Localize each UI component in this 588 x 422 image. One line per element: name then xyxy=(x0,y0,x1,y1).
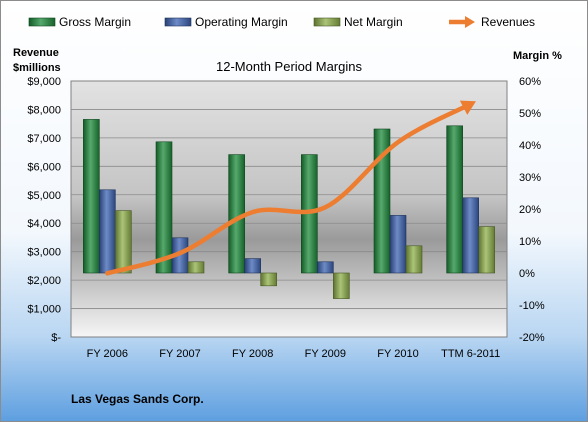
bar-gross-margin xyxy=(446,125,463,274)
revenue-arrowhead xyxy=(459,100,476,115)
right-axis-label: Margin % xyxy=(513,50,562,62)
bar-operating-margin xyxy=(99,189,116,274)
left-tick-label: $7,000 xyxy=(27,133,61,145)
left-tick-label: $4,000 xyxy=(27,218,61,230)
company-name: Las Vegas Sands Corp. xyxy=(71,392,204,406)
bar-net-margin xyxy=(115,210,132,274)
right-tick-label: 30% xyxy=(519,172,541,184)
x-tick-label: FY 2009 xyxy=(305,348,346,360)
bar-net-margin xyxy=(187,261,205,274)
x-tick-label: FY 2007 xyxy=(159,348,200,360)
left-tick-label: $5,000 xyxy=(27,190,61,202)
bar-gross-margin xyxy=(83,119,100,274)
bar-gross-margin xyxy=(155,141,173,274)
bar-operating-margin xyxy=(244,258,261,274)
right-tick-label: 10% xyxy=(519,236,541,248)
right-tick-label: 0% xyxy=(519,268,535,280)
bar-net-margin xyxy=(333,272,350,299)
legend-label: Gross Margin xyxy=(59,15,131,29)
left-tick-label: $6,000 xyxy=(27,161,61,173)
legend-swatch-operating-margin xyxy=(164,17,192,27)
legend-label: Net Margin xyxy=(344,15,403,29)
x-tick-label: FY 2010 xyxy=(377,348,418,360)
bar-net-margin xyxy=(405,245,423,274)
right-tick-label: -20% xyxy=(519,332,545,344)
bar-operating-margin xyxy=(389,215,407,274)
bar-gross-margin xyxy=(228,154,245,274)
bar-operating-margin xyxy=(317,261,334,274)
right-tick-label: -10% xyxy=(519,300,545,312)
right-tick-label: 20% xyxy=(519,204,541,216)
right-tick-label: 50% xyxy=(519,108,541,120)
revenue-line xyxy=(105,101,473,276)
left-tick-label: $2,000 xyxy=(27,275,61,287)
left-axis-label-line2: $millions xyxy=(13,62,61,74)
left-tick-label: $8,000 xyxy=(27,104,61,116)
bar-net-margin xyxy=(478,226,495,274)
left-axis-label-line1: Revenue xyxy=(13,47,59,59)
left-tick-label: $3,000 xyxy=(27,247,61,259)
legend-label: Revenues xyxy=(481,15,535,29)
x-tick-label: FY 2006 xyxy=(87,348,128,360)
left-tick-label: $9,000 xyxy=(27,76,61,88)
legend-swatch-net-margin xyxy=(313,17,341,27)
right-tick-label: 60% xyxy=(519,76,541,88)
x-tick-label: TTM 6-2011 xyxy=(441,348,500,360)
bar-net-margin xyxy=(260,272,277,287)
bar-operating-margin xyxy=(462,197,479,274)
legend-label: Operating Margin xyxy=(195,15,288,29)
left-tick-label: $1,000 xyxy=(27,304,61,316)
left-tick-label: $- xyxy=(51,332,61,344)
bar-gross-margin xyxy=(373,128,391,274)
legend-arrow-revenues xyxy=(465,16,475,28)
right-tick-label: 40% xyxy=(519,140,541,152)
chart-title: 12-Month Period Margins xyxy=(216,59,362,74)
legend-swatch-gross-margin xyxy=(28,17,56,27)
x-tick-label: FY 2008 xyxy=(232,348,273,360)
